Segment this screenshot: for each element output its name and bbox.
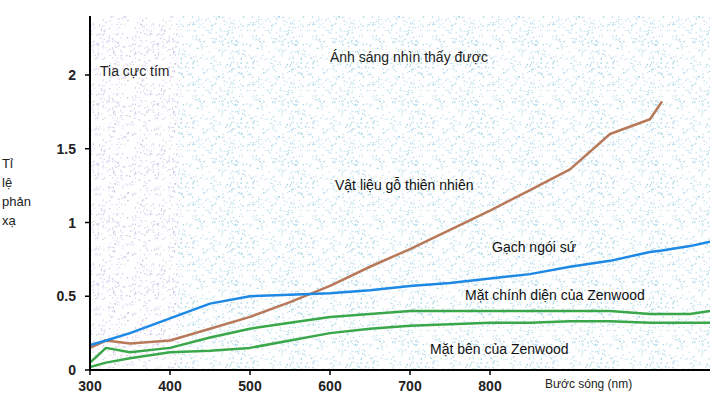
x-tick [169,370,171,375]
x-axis-label: Bước sóng (nm) [545,377,632,391]
y-tick-label: 0.5 [57,288,77,304]
x-tick-label: 400 [158,378,182,394]
y-axis-label-part: lệ [2,175,12,190]
region [178,16,710,370]
series-line [90,242,710,345]
series-label: Vật liệu gỗ thiên nhiên [335,177,474,193]
y-tick-label: 1.5 [57,141,77,157]
y-tick [85,74,90,76]
series-line [90,321,710,367]
x-tick-label: 300 [78,378,102,394]
series-label: Mặt chính diện của Zenwood [465,287,645,303]
x-tick-label: 700 [398,378,422,394]
region-label: Ánh sáng nhìn thấy được [330,49,488,65]
x-tick-label: 800 [478,378,502,394]
region [90,16,178,370]
x-tick-label: 500 [238,378,262,394]
y-tick [85,222,90,224]
series-label: Gạch ngói sứ [492,239,576,255]
x-tick [409,370,411,375]
y-axis-line [89,16,91,370]
x-tick [489,370,491,375]
y-axis-label-part: Tỉ [2,156,13,171]
y-tick-label: 2 [68,67,76,83]
x-tick [89,370,91,375]
y-tick-label: 1 [68,215,76,231]
y-tick-label: 0 [68,362,76,378]
x-axis-line [90,369,710,371]
x-tick [329,370,331,375]
x-tick-label: 600 [318,378,342,394]
plot-area [90,16,710,370]
y-tick [85,148,90,150]
y-axis-label-part: xạ [2,213,17,228]
y-axis-label: Tỉ lệ phản xạ [2,156,31,228]
y-tick [85,296,90,298]
chart: 0 0.5 1 1.5 2 300 400 500 600 700 800 Bước sóng (nm… [0,0,714,396]
y-axis-label-part: phản [2,194,31,209]
region-label: Tia cực tím [100,63,170,79]
series-label: Mặt bên của Zenwood [430,341,569,357]
series-line [90,311,710,363]
x-tick [249,370,251,375]
